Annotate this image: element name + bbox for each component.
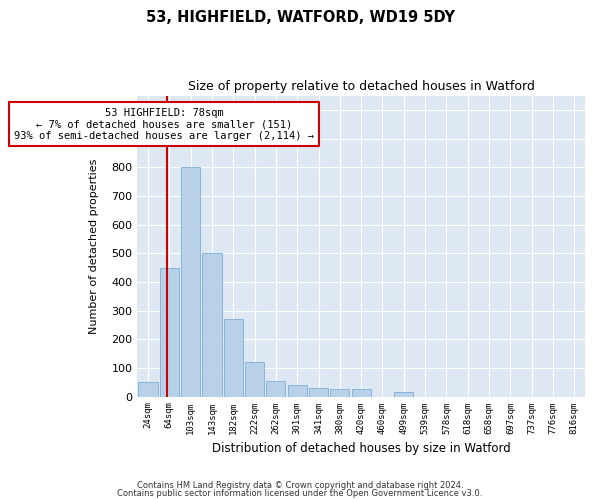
Bar bbox=[139, 382, 158, 396]
Bar bbox=[202, 253, 221, 396]
Text: 53, HIGHFIELD, WATFORD, WD19 5DY: 53, HIGHFIELD, WATFORD, WD19 5DY bbox=[146, 10, 455, 25]
Text: 53 HIGHFIELD: 78sqm
← 7% of detached houses are smaller (151)
93% of semi-detach: 53 HIGHFIELD: 78sqm ← 7% of detached hou… bbox=[14, 108, 314, 141]
Bar bbox=[394, 392, 413, 396]
Y-axis label: Number of detached properties: Number of detached properties bbox=[89, 158, 99, 334]
Bar bbox=[181, 167, 200, 396]
Bar bbox=[160, 268, 179, 396]
Bar bbox=[224, 319, 243, 396]
Text: Contains HM Land Registry data © Crown copyright and database right 2024.: Contains HM Land Registry data © Crown c… bbox=[137, 481, 463, 490]
Text: Contains public sector information licensed under the Open Government Licence v3: Contains public sector information licen… bbox=[118, 488, 482, 498]
Bar bbox=[330, 390, 349, 396]
Bar bbox=[266, 381, 286, 396]
Bar bbox=[309, 388, 328, 396]
X-axis label: Distribution of detached houses by size in Watford: Distribution of detached houses by size … bbox=[212, 442, 511, 455]
Bar bbox=[287, 385, 307, 396]
Title: Size of property relative to detached houses in Watford: Size of property relative to detached ho… bbox=[188, 80, 535, 93]
Bar bbox=[245, 362, 264, 396]
Bar bbox=[352, 390, 371, 396]
